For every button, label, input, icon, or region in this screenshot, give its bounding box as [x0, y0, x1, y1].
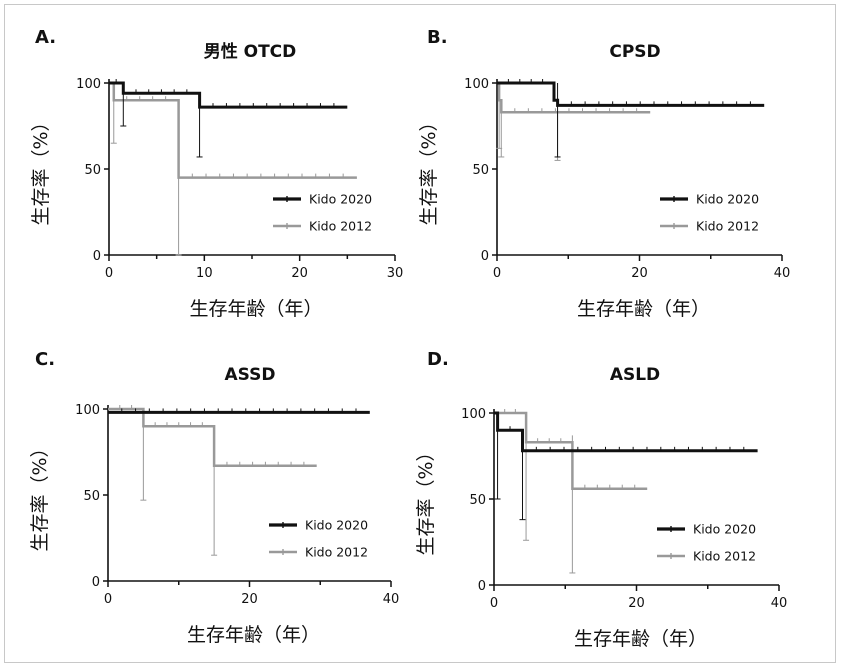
legend-label: Kido 2012 [696, 219, 759, 234]
x-tick-label: 30 [387, 266, 404, 281]
panel-a: A. 男性 OTCD 0 50 100 0 10 20 30 生存率（%） 生存年齢（年） Kido … [30, 27, 403, 320]
legend-label: Kido 2020 [305, 518, 368, 533]
y-tick-label: 0 [92, 575, 100, 590]
y-axis-label: 生存率（%） [30, 112, 52, 225]
x-tick-label: 0 [104, 592, 112, 607]
y-tick-label: 50 [469, 493, 486, 508]
panel-b: B. CPSD 0 50 100 0 20 40 生存率（%） 生存年齢（年） Kido 2020 K… [418, 27, 790, 320]
panel-title: 男性 OTCD [204, 41, 297, 62]
panel-title: CPSD [609, 42, 660, 62]
x-axis-label: 生存年齢（年） [189, 298, 322, 320]
panel-letter: B. [427, 27, 448, 48]
x-tick-label: 40 [774, 266, 791, 281]
x-axis-label: 生存年齢（年） [187, 624, 320, 646]
y-tick-label: 0 [481, 249, 489, 264]
y-tick-label: 0 [478, 579, 486, 594]
x-tick-label: 20 [631, 266, 648, 281]
y-axis-label: 生存率（%） [415, 442, 437, 555]
x-tick-label: 40 [771, 596, 788, 611]
figure-frame: A. 男性 OTCD 0 50 100 0 10 20 30 生存率（%） 生存年齢（年） Kido … [4, 4, 836, 663]
panel-title: ASSD [225, 365, 276, 385]
x-tick-label: 20 [628, 596, 645, 611]
legend-label: Kido 2020 [696, 192, 759, 207]
y-tick-label: 0 [93, 249, 101, 264]
y-axis-label: 生存率（%） [418, 112, 440, 225]
panel-letter: D. [427, 349, 449, 370]
panel-letter: C. [35, 349, 55, 370]
x-tick-label: 10 [196, 266, 213, 281]
legend-label: Kido 2012 [309, 219, 372, 234]
series-line-kido-2012 [108, 407, 317, 468]
y-tick-label: 50 [472, 163, 489, 178]
series-line-kido-2012 [109, 81, 357, 179]
y-axis-label: 生存率（%） [29, 438, 51, 551]
legend-label: Kido 2012 [693, 549, 756, 564]
panel-letter: A. [35, 27, 56, 48]
y-tick-label: 50 [84, 163, 101, 178]
y-tick-label: 100 [461, 407, 486, 422]
panel-d: D. ASLD 0 50 100 0 20 40 生存率（%） 生存年齢（年） Kido 2020 K… [415, 349, 787, 650]
x-tick-label: 0 [105, 266, 113, 281]
survival-figure: A. 男性 OTCD 0 50 100 0 10 20 30 生存率（%） 生存年齢（年） Kido … [29, 27, 790, 650]
legend-label: Kido 2020 [309, 192, 372, 207]
panel-c: C. ASSD 0 50 100 0 20 40 生存率（%） 生存年齢（年） Kido 2020 K… [29, 349, 399, 646]
x-tick-label: 20 [241, 592, 258, 607]
panel-title: ASLD [610, 365, 660, 385]
y-tick-label: 100 [464, 77, 489, 92]
x-tick-label: 0 [493, 266, 501, 281]
series-line-kido-2012 [497, 81, 651, 114]
series-line-kido-2020 [109, 81, 348, 109]
y-tick-label: 100 [75, 403, 100, 418]
series-line-kido-2020 [497, 81, 765, 107]
x-tick-label: 20 [291, 266, 308, 281]
x-tick-label: 0 [490, 596, 498, 611]
y-tick-label: 100 [76, 77, 101, 92]
legend-label: Kido 2012 [305, 545, 368, 560]
x-tick-label: 40 [383, 592, 400, 607]
legend-label: Kido 2020 [693, 522, 756, 537]
x-axis-label: 生存年齢（年） [577, 298, 710, 320]
x-axis-label: 生存年齢（年） [574, 628, 707, 650]
y-tick-label: 50 [83, 489, 100, 504]
series-line-kido-2020 [494, 411, 758, 453]
